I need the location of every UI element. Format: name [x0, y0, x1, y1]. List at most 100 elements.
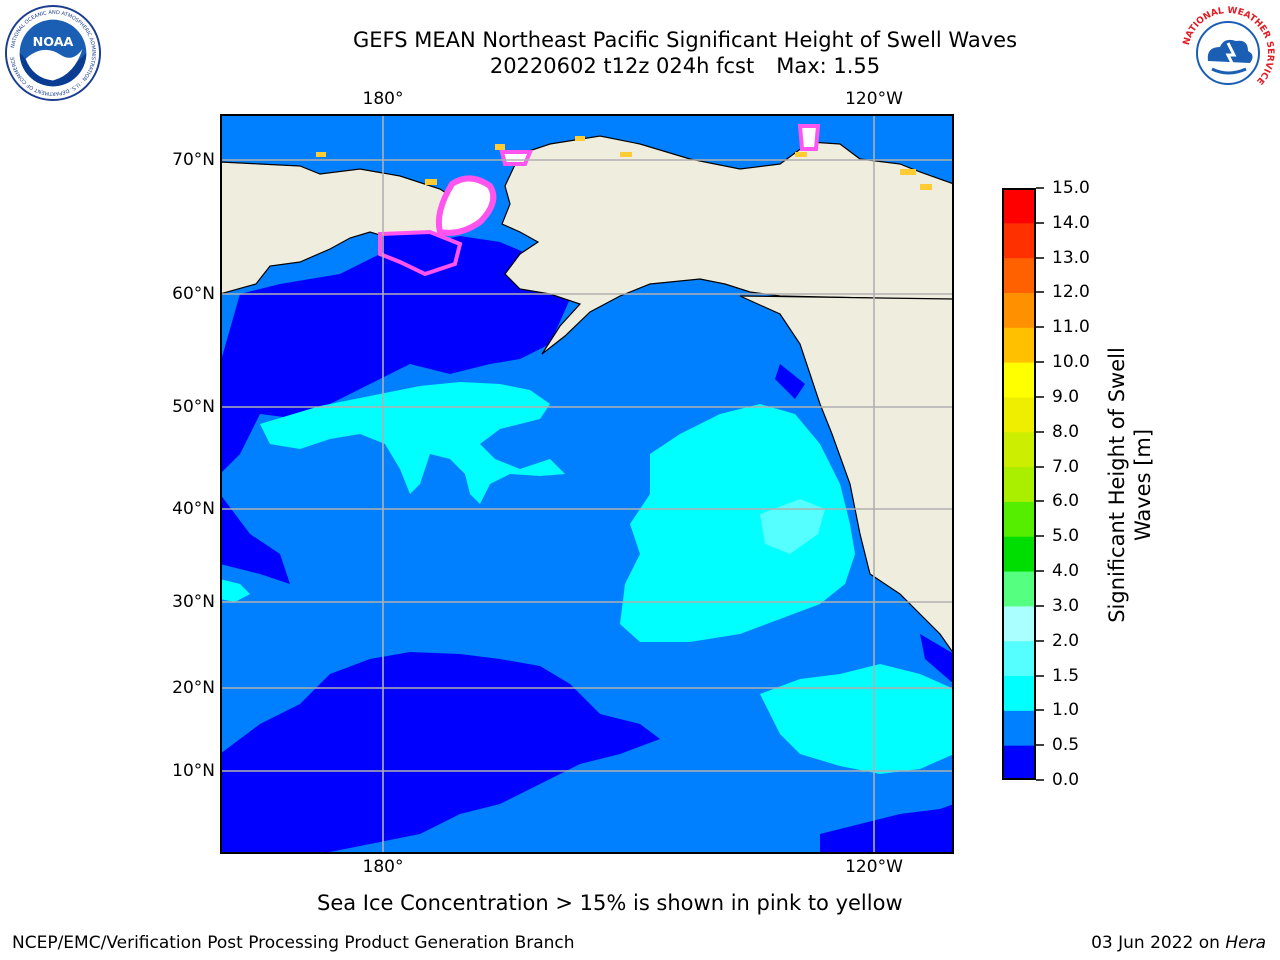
colorbar-tick-mark-17: [1036, 187, 1044, 189]
map-title: GEFS MEAN Northeast Pacific Significant …: [352, 28, 1018, 52]
high-swell-regions: [760, 499, 825, 554]
map-subtitle: 20220602 t12z 024h fcst Max: 1.55: [160, 54, 1210, 78]
colorbar-tick-mark-16: [1036, 222, 1044, 224]
colorbar-tick-label-11: 9.0: [1052, 386, 1080, 407]
land-alaska: [501, 135, 955, 355]
colorbar-tick-label-5: 3.0: [1052, 595, 1080, 616]
colorbar-tick-mark-15: [1036, 256, 1044, 259]
colorbar-tick-label-17: 15.0: [1052, 178, 1090, 198]
colorbar-tick-label-1: 0.5: [1052, 735, 1080, 756]
colorbar-tick-mark-1: [1036, 744, 1044, 746]
colorbar-tick-mark-8: [1036, 500, 1044, 503]
land-north-america: [739, 295, 955, 656]
colorbar-tick-label-4: 2.0: [1052, 630, 1080, 651]
lat-label-70n: 70°N: [172, 150, 215, 170]
colorbar-band-3: [1002, 640, 1036, 677]
map-canvas: [219, 114, 955, 854]
land-layer: [219, 135, 955, 656]
noaa-logo: NATIONAL OCEANIC AND ATMOSPHERIC ADMINIS…: [4, 4, 102, 102]
colorbar-label-line2: Waves [m]: [1131, 428, 1155, 542]
sea-ice-footnote: Sea Ice Concentration > 15% is shown in …: [317, 891, 903, 915]
colorbar-tick-mark-3: [1036, 674, 1044, 677]
colorbar-tick-label-7: 5.0: [1052, 526, 1080, 547]
colorbar-tick-label-13: 11.0: [1052, 317, 1090, 338]
colorbar-band-13: [1002, 292, 1036, 328]
colorbar-tick-label-10: 8.0: [1052, 421, 1080, 442]
colorbar-tick-mark-7: [1036, 535, 1044, 537]
max-value: Max: 1.55: [776, 54, 881, 78]
datestamp: 03 Jun 2022 on Hera: [1091, 933, 1266, 953]
low-swell-regions: [220, 236, 954, 854]
colorbar-tick-mark-5: [1036, 605, 1044, 607]
colorbar-band-5: [1002, 571, 1036, 607]
datestamp-machine: Hera: [1225, 933, 1266, 953]
datestamp-date: 03 Jun 2022 on: [1091, 933, 1220, 953]
colorbar-band-8: [1002, 466, 1036, 502]
swell-low-southwest: [220, 652, 660, 854]
colorbar-label: Significant Height of Swell Waves [m]: [1104, 347, 1156, 623]
swell-high-patch: [760, 499, 825, 554]
lat-label-20n: 20°N: [172, 678, 215, 698]
lat-label-50n: 50°N: [172, 397, 215, 417]
swell-low-coast: [775, 364, 954, 684]
colorbar-tick-mark-10: [1036, 431, 1044, 433]
map-frame: [219, 114, 955, 854]
sea-ice-layer: [316, 124, 932, 277]
colorbar-tick-label-0: 0.0: [1052, 770, 1080, 790]
lon-label-bottom-180: 180°: [362, 857, 404, 877]
colorbar-tick-label-9: 7.0: [1052, 456, 1080, 477]
colorbar-tick-label-12: 10.0: [1052, 352, 1090, 373]
colorbar-band-9: [1002, 431, 1036, 468]
sea-ice-chukchi: [435, 175, 497, 236]
mid-swell-regions: [220, 382, 954, 774]
colorbar-band-6: [1002, 536, 1036, 572]
colorbar-tick-mark-6: [1036, 570, 1044, 572]
map-border: [220, 114, 954, 854]
nws-logo: NATIONAL WEATHER SERVICE: [1180, 5, 1276, 101]
lon-label-bottom-120w: 120°W: [845, 857, 903, 877]
colorbar-tick-label-2: 1.0: [1052, 700, 1080, 721]
colorbar-band-15: [1002, 222, 1036, 259]
colorbar-band-12: [1002, 327, 1036, 363]
lon-label-top-120w: 120°W: [845, 89, 903, 109]
noaa-text: NOAA: [33, 35, 74, 50]
colorbar-band-16: [1002, 188, 1036, 224]
sea-ice-kotzebue: [499, 150, 533, 166]
colorbar-tick-mark-9: [1036, 465, 1044, 468]
credit-text: NCEP/EMC/Verification Post Processing Pr…: [12, 933, 575, 953]
colorbar-tick-label-3: 1.5: [1052, 665, 1080, 686]
lat-label-30n: 30°N: [172, 592, 215, 612]
sea-ice-edge: [316, 136, 932, 190]
colorbar-band-10: [1002, 396, 1036, 433]
colorbar-tick-label-15: 13.0: [1052, 247, 1090, 268]
swell-mid-west: [220, 579, 250, 602]
colorbar-band-4: [1002, 605, 1036, 642]
colorbar-tick-mark-14: [1036, 291, 1044, 294]
colorbar-tick-label-6: 4.0: [1052, 561, 1080, 582]
swell-low-south: [820, 804, 954, 854]
colorbar-band-1: [1002, 710, 1036, 746]
colorbar-tick-mark-13: [1036, 326, 1044, 329]
colorbar: [1002, 188, 1036, 780]
colorbar-band-0: [1002, 745, 1036, 780]
colorbar-border: [1002, 188, 1036, 780]
lat-label-40n: 40°N: [172, 499, 215, 519]
colorbar-tick-mark-11: [1036, 396, 1044, 398]
lat-label-60n: 60°N: [172, 284, 215, 304]
colorbar-band-2: [1002, 675, 1036, 711]
colorbar-tick-label-14: 12.0: [1052, 282, 1090, 303]
colorbar-tick-label-8: 6.0: [1052, 491, 1080, 512]
swell-low-west: [220, 404, 290, 584]
run-date: 20220602 t12z 024h fcst: [489, 54, 755, 78]
swell-low-bering: [220, 236, 570, 444]
colorbar-tick-mark-2: [1036, 709, 1044, 712]
colorbar-tick-mark-4: [1036, 639, 1044, 642]
swell-mid-southeast: [760, 664, 954, 774]
swell-mid-east: [620, 404, 855, 642]
colorbar-band-11: [1002, 362, 1036, 398]
colorbar-band-7: [1002, 501, 1036, 537]
sea-ice-beaufort: [797, 124, 821, 151]
lat-label-10n: 10°N: [172, 761, 215, 781]
colorbar-tick-label-16: 14.0: [1052, 212, 1090, 233]
swell-mid-north: [260, 382, 565, 504]
